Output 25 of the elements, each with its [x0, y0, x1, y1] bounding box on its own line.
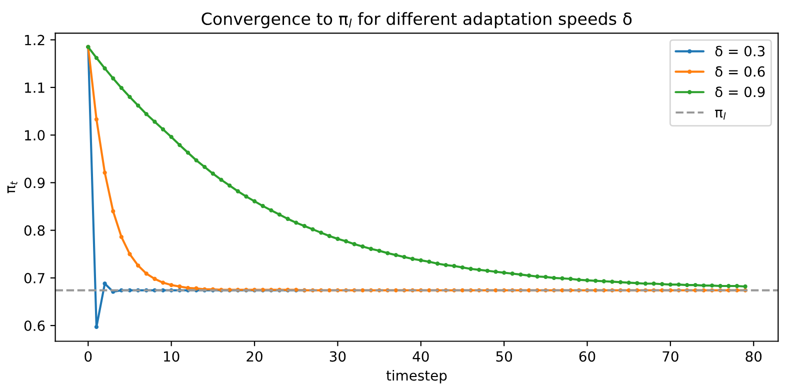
x-tick-label: 60: [579, 351, 596, 362]
legend-label: δ = 0.3: [715, 46, 765, 56]
x-tick-label: 70: [662, 351, 678, 362]
y-tick-label: 1.2: [25, 34, 44, 46]
legend-label: δ = 0.6: [715, 66, 765, 77]
x-tick-label: 80: [746, 351, 762, 362]
x-axis-title: timestep: [386, 370, 447, 384]
y-tick-label: 1.1: [25, 82, 44, 93]
x-tick-label: 20: [246, 351, 262, 362]
y-axis-title: π$_{t}$: [7, 180, 18, 194]
x-tick-label: 40: [412, 351, 429, 362]
legend-label: π$_{l}$: [715, 110, 726, 120]
x-tick-label: 0: [84, 351, 92, 362]
y-tick-label: 0.6: [24, 320, 45, 332]
y-tick-label: 1.0: [25, 130, 45, 141]
x-tick-label: 30: [330, 351, 346, 362]
chart-title: Convergence to π$_{l}$ for different adaptation speeds δ: [202, 12, 632, 28]
point: [102, 282, 107, 286]
x-tick-label: 50: [496, 351, 512, 362]
x-tick-label: 10: [164, 351, 180, 362]
point: [94, 324, 99, 330]
legend-label: δ = 0.9: [715, 86, 765, 98]
y-tick-label: 0.8: [24, 225, 45, 236]
y-tick-label: 0.7: [24, 272, 44, 284]
y-tick-label: 0.9: [24, 178, 45, 188]
